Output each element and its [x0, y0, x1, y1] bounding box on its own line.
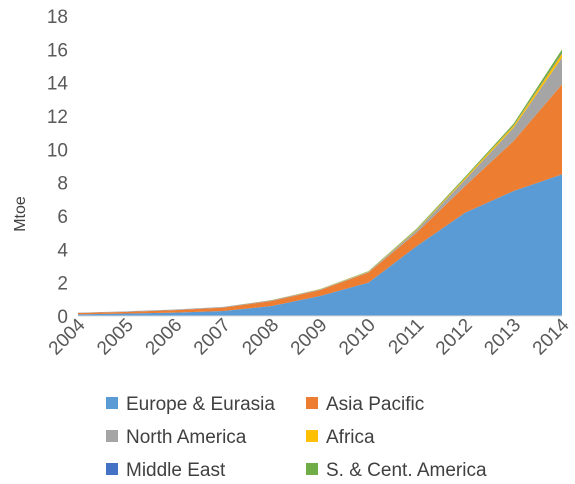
legend-swatch	[306, 397, 318, 409]
x-tick-label: 2011	[385, 315, 429, 359]
y-tick-label: 0	[57, 307, 68, 328]
legend-swatch	[306, 463, 318, 475]
legend-label: Middle East	[126, 460, 226, 481]
y-axis-title: Mtoe	[12, 196, 29, 232]
y-axis-ticks: 0 2 4 6 8 10 12 14 16 18	[47, 7, 69, 328]
y-tick-label: 12	[47, 107, 68, 128]
x-tick-label: 2007	[190, 315, 235, 360]
y-tick-label: 6	[57, 207, 68, 228]
x-tick-label: 2009	[287, 315, 332, 360]
legend-label: Asia Pacific	[326, 394, 424, 415]
legend-swatch	[106, 463, 118, 475]
y-tick-label: 10	[47, 140, 68, 161]
legend-label: Africa	[326, 427, 375, 448]
legend-label: S. & Cent. America	[326, 460, 487, 481]
y-tick-label: 2	[57, 274, 68, 295]
area-series-1	[78, 84, 562, 315]
x-tick-label: 2010	[335, 315, 380, 360]
x-tick-label: 2013	[480, 315, 525, 360]
x-axis-ticks: 2004 2005 2006 2007 2008 2009 2010 2011 2012 2013…	[45, 314, 574, 359]
x-tick-label: 2012	[432, 315, 477, 360]
x-tick-label: 2004	[45, 314, 90, 359]
x-tick-label: 2005	[93, 315, 138, 360]
y-tick-label: 18	[47, 7, 68, 28]
x-tick-label: 2006	[142, 315, 187, 360]
legend-swatch	[306, 430, 318, 442]
legend-label: North America	[126, 427, 247, 448]
x-tick-label: 2008	[238, 315, 283, 360]
area-series-0	[78, 174, 562, 316]
y-tick-label: 8	[57, 174, 68, 195]
legend: Europe & Eurasia Asia Pacific North Americ…	[106, 394, 487, 481]
area-series-2	[78, 57, 562, 313]
x-tick-label: 2014	[529, 314, 574, 359]
legend-label: Europe & Eurasia	[126, 394, 275, 415]
y-tick-label: 16	[47, 40, 68, 61]
y-tick-label: 4	[57, 240, 68, 261]
plot-areas	[78, 49, 562, 316]
legend-swatch	[106, 430, 118, 442]
y-tick-label: 14	[47, 74, 69, 95]
legend-swatch	[106, 397, 118, 409]
